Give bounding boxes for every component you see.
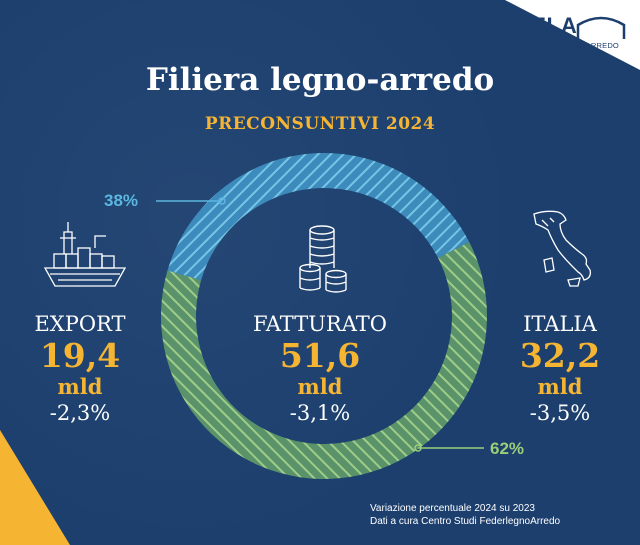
container-ship-icon	[43, 222, 127, 287]
export-value: 19,4	[39, 336, 121, 375]
fla-logo: FLA FEDERLEGNOARREDO	[532, 13, 628, 53]
donut-slice-export	[167, 153, 470, 281]
page-title: Filiera legno-arredo	[145, 62, 495, 98]
page-subtitle: PRECONSUNTIVI 2024	[204, 114, 436, 134]
italia-leader-line-dot	[414, 444, 422, 452]
coin-stack-icon	[299, 225, 347, 293]
italia-label: ITALIA	[523, 312, 597, 336]
fatturato-label: FATTURATO	[253, 312, 387, 336]
export-unit: mld	[57, 374, 103, 399]
footnote-line-1: Variazione percentuale 2024 su 2023	[370, 503, 535, 514]
export-label: EXPORT	[34, 312, 126, 336]
donut-slice-italia	[161, 241, 487, 479]
italia-percent-label: 62%	[490, 439, 525, 458]
export-percent-label: 38%	[104, 191, 139, 210]
footnote: Variazione percentuale 2024 su 2023 Dati…	[370, 502, 560, 528]
export-leader-line-dot	[218, 197, 226, 205]
fatturato-change: -3,1%	[289, 401, 351, 425]
italy-map-icon	[533, 210, 592, 287]
logo-text: FLA	[532, 13, 578, 38]
fatturato-value: 51,6	[279, 336, 361, 375]
italia-unit: mld	[537, 374, 583, 399]
footnote-line-2: Dati a cura Centro Studi FederlegnoArred…	[370, 516, 561, 527]
italia-value: 32,2	[519, 336, 601, 375]
export-change: -2,3%	[49, 401, 111, 425]
logo-arc-icon	[576, 16, 626, 39]
logo-subtext: FEDERLEGNOARREDO	[532, 41, 619, 50]
fatturato-unit: mld	[297, 374, 343, 399]
italia-change: -3,5%	[529, 401, 591, 425]
